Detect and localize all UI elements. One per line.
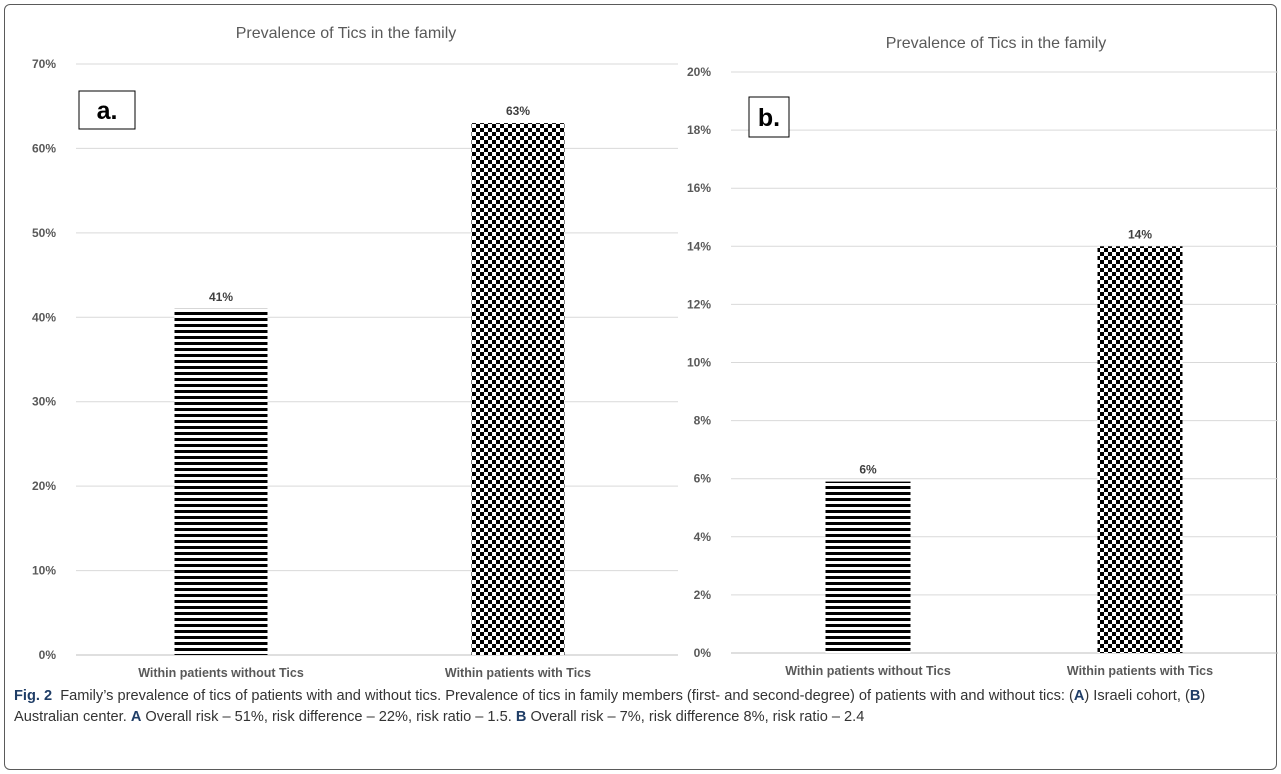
data-label: 14%: [1128, 227, 1152, 241]
caption-ref-b-2: B: [515, 709, 527, 725]
y-tick-label: 20%: [32, 479, 56, 493]
x-tick-label: Within patients with Tics: [445, 666, 591, 680]
data-label: 6%: [859, 463, 877, 477]
bar-with-tics: [1097, 246, 1183, 654]
y-tick-label: 10%: [687, 356, 711, 370]
y-tick-label: 4%: [694, 530, 712, 544]
panel-label-box: [748, 96, 790, 138]
caption-text-2: ) Israeli cohort, (: [1084, 688, 1190, 704]
chart-title: Prevalence of Tics in the family: [236, 25, 457, 42]
y-tick-label: 6%: [694, 472, 712, 486]
caption-ref-a: A: [1073, 688, 1085, 704]
caption-text-3: ) Australian center.: [14, 688, 1206, 725]
y-tick-label: 70%: [32, 57, 56, 71]
x-tick-label: Within patients without Tics: [138, 666, 304, 680]
bar-with-tics: [471, 123, 565, 656]
y-tick-label: 20%: [687, 65, 711, 79]
y-tick-label: 10%: [32, 564, 56, 578]
bar-without-tics: [825, 481, 911, 653]
caption-label: Fig. 2: [14, 688, 53, 704]
x-tick-label: Within patients with Tics: [1067, 664, 1213, 678]
caption-text-4: Overall risk – 51%, risk difference – 22…: [141, 709, 516, 725]
caption-text-1: Family’s prevalence of tics of patients …: [60, 688, 1074, 704]
caption-ref-b: B: [1189, 688, 1201, 704]
data-label: 63%: [506, 104, 530, 118]
figure-caption: Fig. 2 Family’s prevalence of tics of pa…: [14, 686, 1269, 728]
y-tick-label: 16%: [687, 181, 711, 195]
panel-label-box: [78, 90, 136, 130]
bar-without-tics: [174, 308, 268, 655]
y-tick-label: 2%: [694, 588, 712, 602]
data-label: 41%: [209, 290, 233, 304]
chart-panel-b: Prevalence of Tics in the family 0% 2% 4% 6%…: [687, 35, 1278, 678]
y-tick-label: 60%: [32, 141, 56, 155]
y-tick-label: 14%: [687, 239, 711, 253]
y-tick-label: 30%: [32, 395, 56, 409]
caption-ref-a-2: A: [130, 709, 142, 725]
chart-panel-a: Prevalence of Tics in the family 0% 10% 20%…: [32, 25, 678, 680]
caption-text-5: Overall risk – 7%, risk difference 8%, r…: [526, 709, 865, 725]
y-tick-label: 40%: [32, 310, 56, 324]
y-tick-label: 0%: [694, 646, 712, 660]
y-tick-label: 12%: [687, 297, 711, 311]
chart-title: Prevalence of Tics in the family: [886, 35, 1107, 52]
y-tick-label: 50%: [32, 226, 56, 240]
y-tick-label: 0%: [39, 648, 57, 662]
x-tick-label: Within patients without Tics: [785, 664, 951, 678]
y-tick-label: 18%: [687, 123, 711, 137]
y-tick-label: 8%: [694, 414, 712, 428]
panel-label: b.: [758, 104, 780, 132]
panel-label: a.: [97, 97, 118, 125]
